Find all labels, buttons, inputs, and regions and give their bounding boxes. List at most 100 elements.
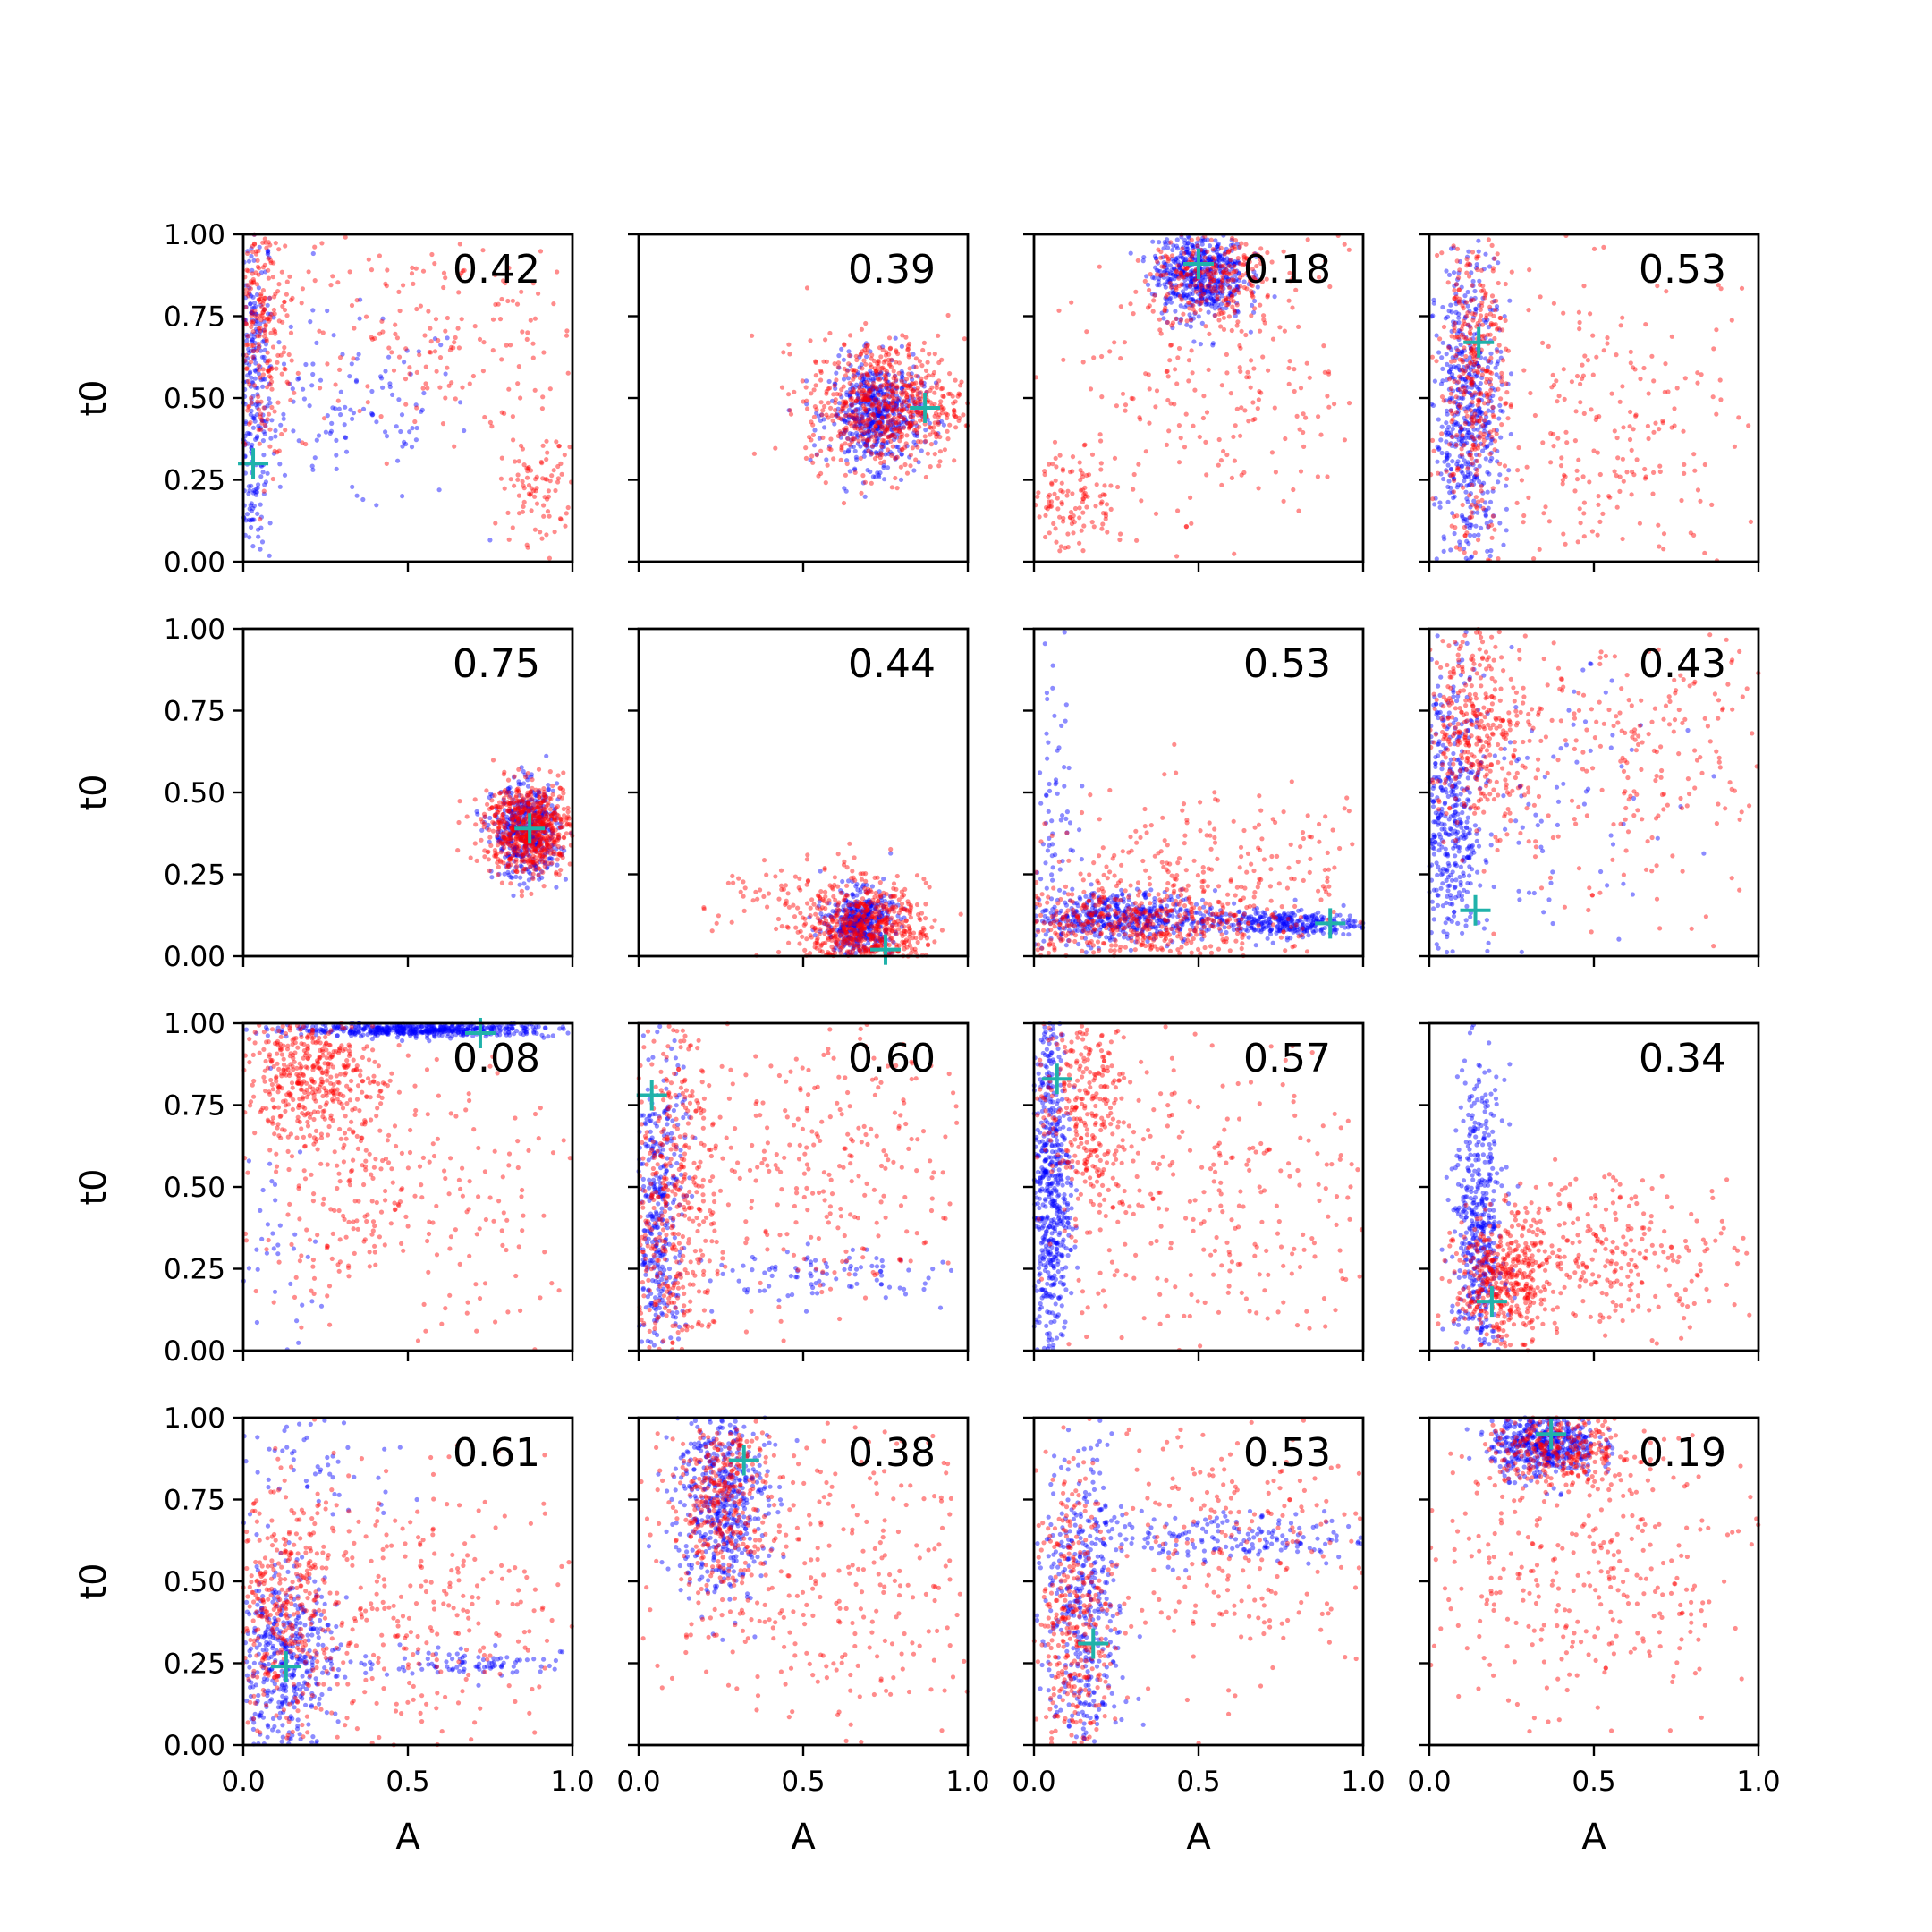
blue-point: [248, 371, 252, 376]
red-point: [429, 339, 434, 343]
red-point: [273, 292, 277, 296]
red-point: [1461, 503, 1465, 507]
red-point: [283, 367, 287, 371]
red-point: [379, 319, 384, 324]
red-point: [1305, 361, 1309, 366]
blue-point: [1462, 293, 1467, 298]
red-point: [1146, 305, 1150, 309]
red-point: [1103, 493, 1107, 497]
red-point: [1449, 419, 1453, 424]
red-point: [456, 820, 461, 825]
red-point: [1084, 329, 1089, 334]
red-point: [319, 241, 324, 245]
red-point: [884, 374, 888, 378]
red-point: [1057, 548, 1062, 553]
red-point: [1464, 314, 1469, 318]
red-point: [284, 313, 289, 318]
red-point: [886, 447, 890, 452]
blue-point: [329, 421, 334, 426]
red-point: [1198, 435, 1202, 439]
y-tick-label: 0.25: [164, 465, 225, 497]
blue-point: [254, 493, 258, 497]
blue-point: [882, 477, 886, 481]
blue-point: [1462, 517, 1467, 521]
red-point: [1099, 499, 1104, 504]
red-point: [826, 463, 830, 468]
red-point: [854, 424, 859, 428]
red-point: [1078, 505, 1082, 510]
red-point: [261, 288, 266, 292]
red-point: [1505, 416, 1510, 420]
red-point: [1709, 503, 1714, 507]
red-point: [1222, 263, 1226, 267]
red-point: [1136, 462, 1140, 467]
blue-point: [390, 393, 394, 397]
red-point: [1624, 470, 1629, 474]
red-point: [1052, 492, 1056, 496]
red-point: [1488, 429, 1493, 434]
red-point: [1165, 443, 1169, 447]
red-point: [1521, 513, 1526, 518]
red-point: [918, 359, 922, 363]
red-point: [551, 301, 555, 306]
red-point: [1452, 400, 1456, 404]
red-point: [878, 354, 883, 359]
red-point: [1065, 531, 1070, 536]
red-point: [1643, 322, 1648, 326]
red-point: [1173, 367, 1177, 371]
red-point: [285, 380, 290, 385]
blue-point: [1452, 270, 1456, 275]
red-point: [956, 394, 961, 399]
blue-point: [1155, 268, 1159, 273]
red-point: [553, 488, 557, 493]
blue-point: [1199, 342, 1203, 346]
blue-point: [420, 408, 425, 412]
red-point: [1247, 375, 1251, 379]
red-point: [1457, 267, 1462, 272]
red-point: [1060, 502, 1064, 506]
red-point: [338, 355, 343, 360]
red-point: [1232, 299, 1236, 303]
red-point: [246, 334, 250, 338]
red-point: [911, 445, 915, 450]
blue-point: [1197, 314, 1201, 318]
red-point: [1475, 267, 1479, 272]
red-point: [484, 788, 488, 792]
red-point: [1456, 379, 1461, 384]
blue-point: [310, 468, 315, 472]
red-point: [531, 356, 536, 360]
red-point: [888, 382, 893, 386]
red-point: [1165, 320, 1170, 325]
red-point: [845, 462, 850, 466]
red-point: [789, 412, 793, 417]
red-point: [566, 371, 571, 376]
red-point: [1498, 396, 1503, 401]
blue-point: [544, 754, 548, 758]
red-point: [1221, 310, 1225, 315]
red-point: [1470, 393, 1474, 397]
red-point: [1224, 453, 1229, 457]
blue-point: [1507, 299, 1512, 303]
red-point: [899, 465, 903, 470]
blue-point: [301, 387, 305, 392]
red-point: [1564, 440, 1569, 445]
red-point: [1527, 267, 1531, 272]
blue-point: [1447, 273, 1452, 277]
red-point: [1205, 410, 1209, 414]
red-point: [403, 346, 408, 351]
red-point: [1576, 458, 1580, 462]
red-point: [926, 452, 930, 456]
red-point: [857, 438, 861, 443]
red-point: [276, 282, 281, 286]
blue-point: [1432, 502, 1436, 506]
red-point: [506, 778, 511, 783]
red-point: [1059, 544, 1063, 548]
red-point: [1582, 534, 1587, 538]
blue-point: [350, 361, 354, 366]
red-point: [244, 287, 249, 292]
red-point: [1465, 375, 1470, 379]
blue-point: [1445, 409, 1449, 413]
red-point: [1174, 287, 1178, 292]
red-point: [1214, 267, 1218, 272]
red-point: [903, 400, 908, 404]
